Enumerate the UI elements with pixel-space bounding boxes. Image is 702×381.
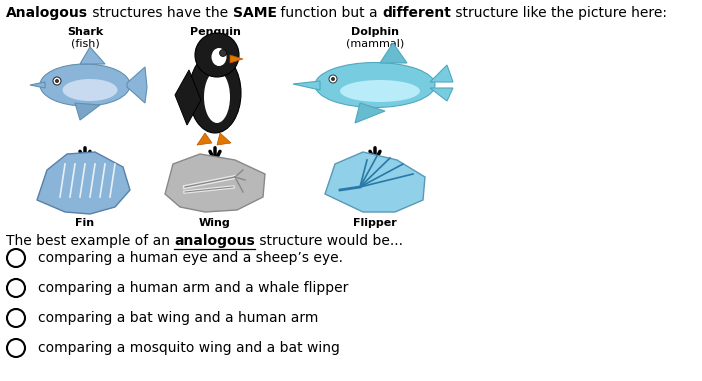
Ellipse shape (62, 79, 117, 101)
Polygon shape (217, 133, 231, 145)
Circle shape (7, 249, 25, 267)
Ellipse shape (189, 53, 241, 133)
Text: Shark: Shark (67, 27, 103, 37)
Circle shape (7, 279, 25, 297)
Polygon shape (430, 65, 453, 82)
Polygon shape (293, 81, 320, 90)
Polygon shape (165, 154, 265, 212)
Polygon shape (197, 133, 212, 145)
Circle shape (195, 33, 239, 77)
Ellipse shape (40, 64, 130, 106)
Text: analogous: analogous (174, 234, 255, 248)
Circle shape (220, 50, 227, 56)
Circle shape (53, 77, 61, 85)
Polygon shape (230, 55, 243, 63)
Circle shape (331, 77, 335, 81)
Text: different: different (383, 6, 451, 20)
Text: Penguin: Penguin (190, 27, 241, 37)
Polygon shape (127, 67, 147, 103)
Text: comparing a human eye and a sheep’s eye.: comparing a human eye and a sheep’s eye. (38, 251, 343, 265)
Circle shape (55, 79, 59, 83)
Text: (mammal): (mammal) (346, 38, 404, 48)
Text: (fish): (fish) (71, 38, 100, 48)
Text: Analogous: Analogous (6, 6, 88, 20)
Ellipse shape (204, 71, 230, 123)
Text: Dolphin: Dolphin (351, 27, 399, 37)
Ellipse shape (315, 62, 435, 107)
Text: Flipper: Flipper (353, 218, 397, 228)
Text: SAME: SAME (232, 6, 277, 20)
Polygon shape (325, 152, 425, 212)
Polygon shape (380, 43, 407, 63)
Text: Fin: Fin (75, 218, 95, 228)
Text: structure like the picture here:: structure like the picture here: (451, 6, 668, 20)
Text: The best example of an: The best example of an (6, 234, 174, 248)
Text: (bird): (bird) (200, 38, 230, 48)
Polygon shape (75, 103, 100, 120)
Text: Wing: Wing (199, 218, 231, 228)
Circle shape (7, 339, 25, 357)
Polygon shape (30, 82, 45, 88)
Text: comparing a mosquito wing and a bat wing: comparing a mosquito wing and a bat wing (38, 341, 340, 355)
Text: structure would be...: structure would be... (255, 234, 403, 248)
Text: comparing a bat wing and a human arm: comparing a bat wing and a human arm (38, 311, 319, 325)
Text: structures have the: structures have the (88, 6, 232, 20)
Ellipse shape (211, 48, 227, 66)
Text: function but a: function but a (277, 6, 383, 20)
Polygon shape (80, 47, 105, 64)
Polygon shape (355, 103, 385, 123)
Text: comparing a human arm and a whale flipper: comparing a human arm and a whale flippe… (38, 281, 348, 295)
Polygon shape (175, 70, 201, 125)
Circle shape (329, 75, 337, 83)
Circle shape (7, 309, 25, 327)
Polygon shape (430, 88, 453, 101)
Polygon shape (37, 152, 130, 214)
Ellipse shape (340, 80, 420, 102)
